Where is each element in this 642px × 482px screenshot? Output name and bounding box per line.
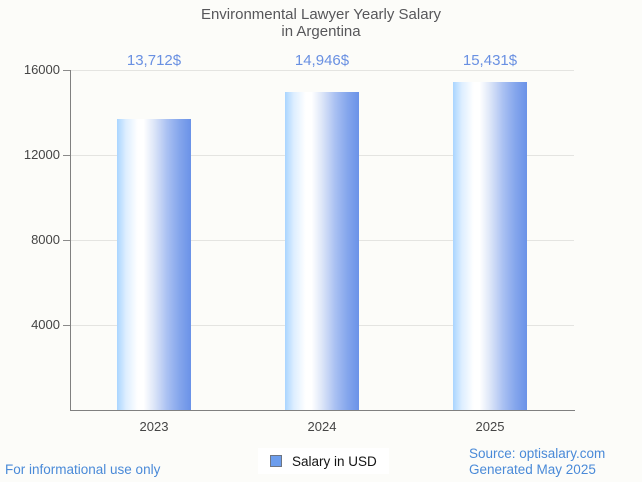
gridline [70,70,574,71]
legend: Salary in USD [258,448,389,474]
y-axis-label: 12000 [23,147,60,162]
bar-2024[interactable] [285,92,359,410]
x-axis-label: 2024 [307,419,337,434]
generated-line: Generated May 2025 [469,462,596,477]
x-axis-label: 2025 [475,419,505,434]
bar-value-label: 15,431$ [462,52,518,69]
legend-label: Salary in USD [292,453,377,469]
bar-value-label: 14,946$ [294,52,350,69]
chart-title: Environmental Lawyer Yearly Salary in Ar… [0,6,642,40]
source-attribution: Source: optisalary.com Generated May 202… [469,446,605,478]
y-axis-tick [63,240,70,241]
y-axis-label: 16000 [23,62,60,77]
y-axis-tick [63,325,70,326]
bar-value-label: 13,712$ [126,52,182,69]
x-axis-label: 2023 [139,419,169,434]
chart-title-line1: Environmental Lawyer Yearly Salary [200,6,442,23]
y-axis-line [70,70,71,410]
y-axis-label: 8000 [31,232,60,247]
source-line: Source: optisalary.com [469,446,606,461]
bar-2025[interactable] [453,82,527,410]
disclaimer-text: For informational use only [5,462,161,477]
y-axis-label: 4000 [31,317,60,332]
y-axis-tick [63,70,70,71]
y-axis-tick [63,155,70,156]
chart-title-line2: in Argentina [281,23,361,40]
x-axis-line [70,410,575,411]
bar-2023[interactable] [117,119,191,410]
legend-swatch-icon [270,455,282,467]
